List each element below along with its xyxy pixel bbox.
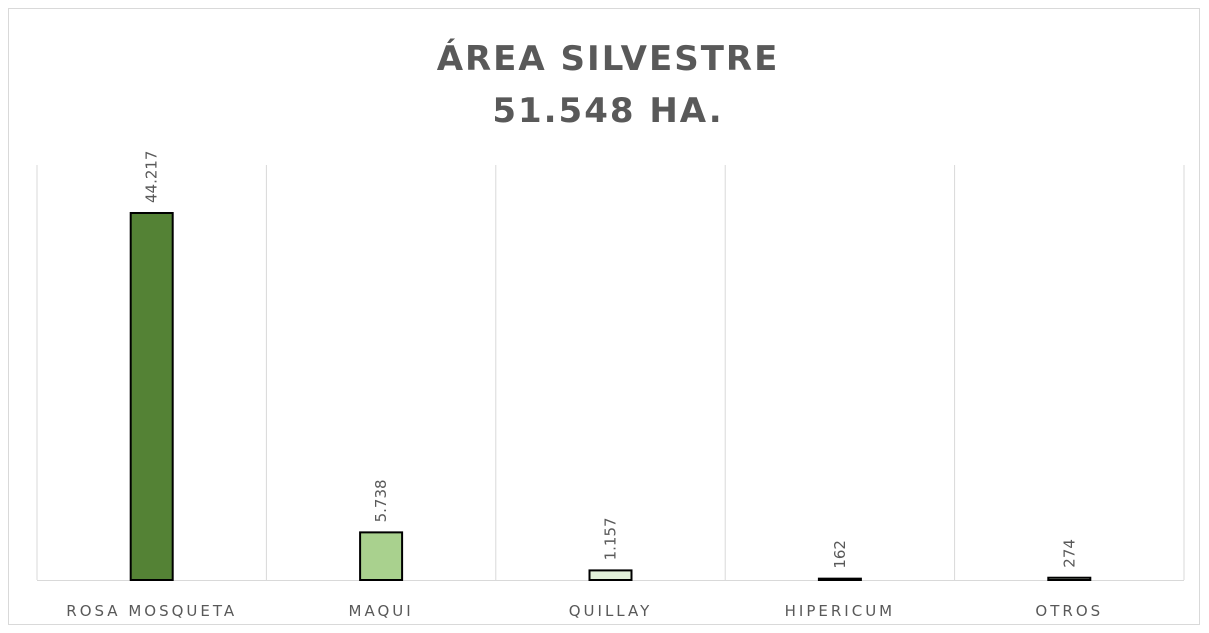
bar — [588, 569, 633, 582]
chart-frame — [8, 8, 1200, 625]
x-tick-label: OTROS — [1035, 602, 1103, 620]
chart-title: ÁREA SILVESTRE — [437, 38, 780, 79]
chart-subtitle: 51.548 HA. — [492, 91, 723, 131]
data-label: 44.217 — [143, 150, 161, 203]
data-label: 1.157 — [602, 517, 620, 560]
x-tick-label: QUILLAY — [569, 602, 653, 620]
bar — [817, 577, 862, 581]
bar — [129, 211, 174, 581]
data-label: 162 — [831, 540, 849, 569]
x-tick-label: ROSA MOSQUETA — [66, 602, 237, 620]
bar — [359, 531, 404, 581]
data-label: 274 — [1060, 539, 1078, 568]
data-label: 5.738 — [372, 479, 390, 522]
x-tick-label: HIPERICUM — [785, 602, 895, 620]
bar — [1047, 576, 1092, 582]
x-tick-label: MAQUI — [349, 602, 414, 620]
